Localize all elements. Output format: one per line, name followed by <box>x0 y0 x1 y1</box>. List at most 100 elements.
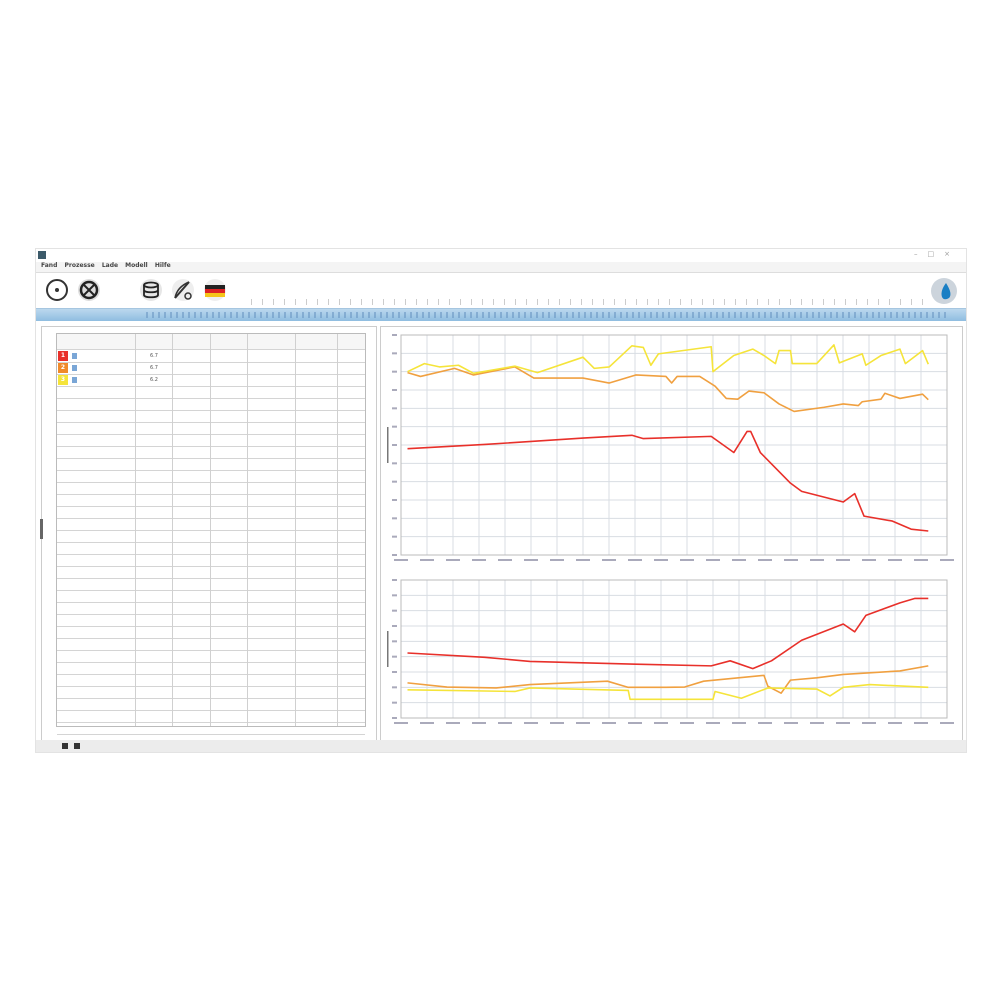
y-tick-label <box>392 462 397 465</box>
x-tick-label <box>680 559 694 561</box>
menu-item[interactable]: Modell <box>125 262 148 269</box>
table-row[interactable]: 2 6.7 <box>57 362 365 375</box>
menu-item[interactable]: Prozesse <box>64 262 95 269</box>
window-controls[interactable]: –□× <box>914 250 960 258</box>
x-tick-label <box>420 559 434 561</box>
table-row[interactable] <box>57 614 365 627</box>
bottom-chart <box>387 579 954 724</box>
x-tick-label <box>888 722 902 724</box>
x-tick-label <box>498 559 512 561</box>
table-row[interactable] <box>57 590 365 603</box>
x-tick-label <box>576 722 590 724</box>
fan-button[interactable] <box>78 279 100 301</box>
table-row[interactable] <box>57 686 365 699</box>
table-row[interactable]: 1 6.7 <box>57 350 365 363</box>
table-row[interactable] <box>57 698 365 711</box>
database-icon <box>143 281 159 299</box>
measurement-table: 1 6.7 2 6.7 3 6.2 <box>56 333 366 747</box>
database-button[interactable] <box>140 279 162 301</box>
record-button[interactable] <box>46 279 68 301</box>
toolbar-ruler <box>251 299 926 305</box>
table-row[interactable] <box>57 482 365 495</box>
table-row[interactable] <box>57 434 365 447</box>
table-row[interactable] <box>57 446 365 459</box>
timeline-strip[interactable] <box>36 308 966 321</box>
x-tick-label <box>836 722 850 724</box>
table-row[interactable] <box>57 470 365 483</box>
table-row[interactable] <box>57 494 365 507</box>
title-bar: –□× <box>36 249 966 262</box>
menu-item[interactable]: Lade <box>101 262 119 269</box>
row-value: 6.7 <box>150 353 158 359</box>
x-tick-label <box>706 559 720 561</box>
table-row[interactable] <box>57 542 365 555</box>
row-value: 6.7 <box>150 365 158 371</box>
column-divider <box>172 334 173 726</box>
menu-item[interactable]: Fand <box>41 262 58 269</box>
x-tick-label <box>732 722 746 724</box>
table-row[interactable] <box>57 398 365 411</box>
y-tick-label <box>392 701 397 704</box>
close-button[interactable]: × <box>944 250 960 258</box>
table-row[interactable] <box>57 674 365 687</box>
table-row[interactable] <box>57 530 365 543</box>
x-tick-label <box>394 722 408 724</box>
x-tick-label <box>810 559 824 561</box>
table-row[interactable] <box>57 578 365 591</box>
row-marker: 3 <box>58 375 68 385</box>
table-row[interactable] <box>57 458 365 471</box>
table-row[interactable] <box>57 566 365 579</box>
row-marker: 2 <box>58 363 68 373</box>
y-tick-label <box>392 686 397 689</box>
series-line <box>407 665 929 694</box>
timeline-ticks <box>146 312 946 318</box>
y-tick-label <box>392 352 397 355</box>
x-tick-label <box>680 722 694 724</box>
plot-area <box>400 579 948 719</box>
x-tick-label <box>758 559 772 561</box>
y-tick-label <box>392 554 397 556</box>
table-row[interactable] <box>57 410 365 423</box>
splitter-handle[interactable] <box>40 519 43 539</box>
x-tick-label <box>628 559 642 561</box>
gauge-button[interactable] <box>172 279 194 301</box>
x-tick-label <box>758 722 772 724</box>
row-value: 6.2 <box>150 377 158 383</box>
menu-item[interactable]: Hilfe <box>154 262 171 269</box>
table-row[interactable] <box>57 518 365 531</box>
table-row[interactable] <box>57 662 365 675</box>
table-row[interactable]: 3 6.2 <box>57 374 365 387</box>
sensor-icon <box>72 353 77 359</box>
x-tick-label <box>394 559 408 561</box>
x-tick-label <box>446 559 460 561</box>
table-row[interactable] <box>57 386 365 399</box>
y-tick-label <box>392 444 397 446</box>
language-button[interactable] <box>204 279 226 301</box>
table-row[interactable] <box>57 422 365 435</box>
x-tick-label <box>732 559 746 561</box>
app-window: –□× Fand Prozesse Lade Modell Hilfe 1 6.7… <box>35 248 967 753</box>
x-tick-label <box>576 559 590 561</box>
x-tick-label <box>940 559 954 561</box>
table-row[interactable] <box>57 722 365 735</box>
record-icon <box>55 288 59 292</box>
y-tick-label <box>392 655 397 658</box>
sensor-icon <box>72 377 77 383</box>
table-row[interactable] <box>57 554 365 567</box>
maximize-button[interactable]: □ <box>927 250 945 258</box>
table-row[interactable] <box>57 710 365 723</box>
x-tick-label <box>706 722 720 724</box>
table-row[interactable] <box>57 650 365 663</box>
y-tick-label <box>392 517 397 520</box>
x-tick-label <box>472 722 486 724</box>
table-row[interactable] <box>57 638 365 651</box>
table-row[interactable] <box>57 506 365 519</box>
minimize-button[interactable]: – <box>914 250 928 258</box>
y-tick-label <box>392 370 397 373</box>
table-row[interactable] <box>57 602 365 615</box>
x-tick-label <box>888 559 902 561</box>
x-tick-label <box>654 559 668 561</box>
y-tick-label <box>392 334 397 336</box>
table-row[interactable] <box>57 626 365 639</box>
column-divider <box>135 334 136 726</box>
